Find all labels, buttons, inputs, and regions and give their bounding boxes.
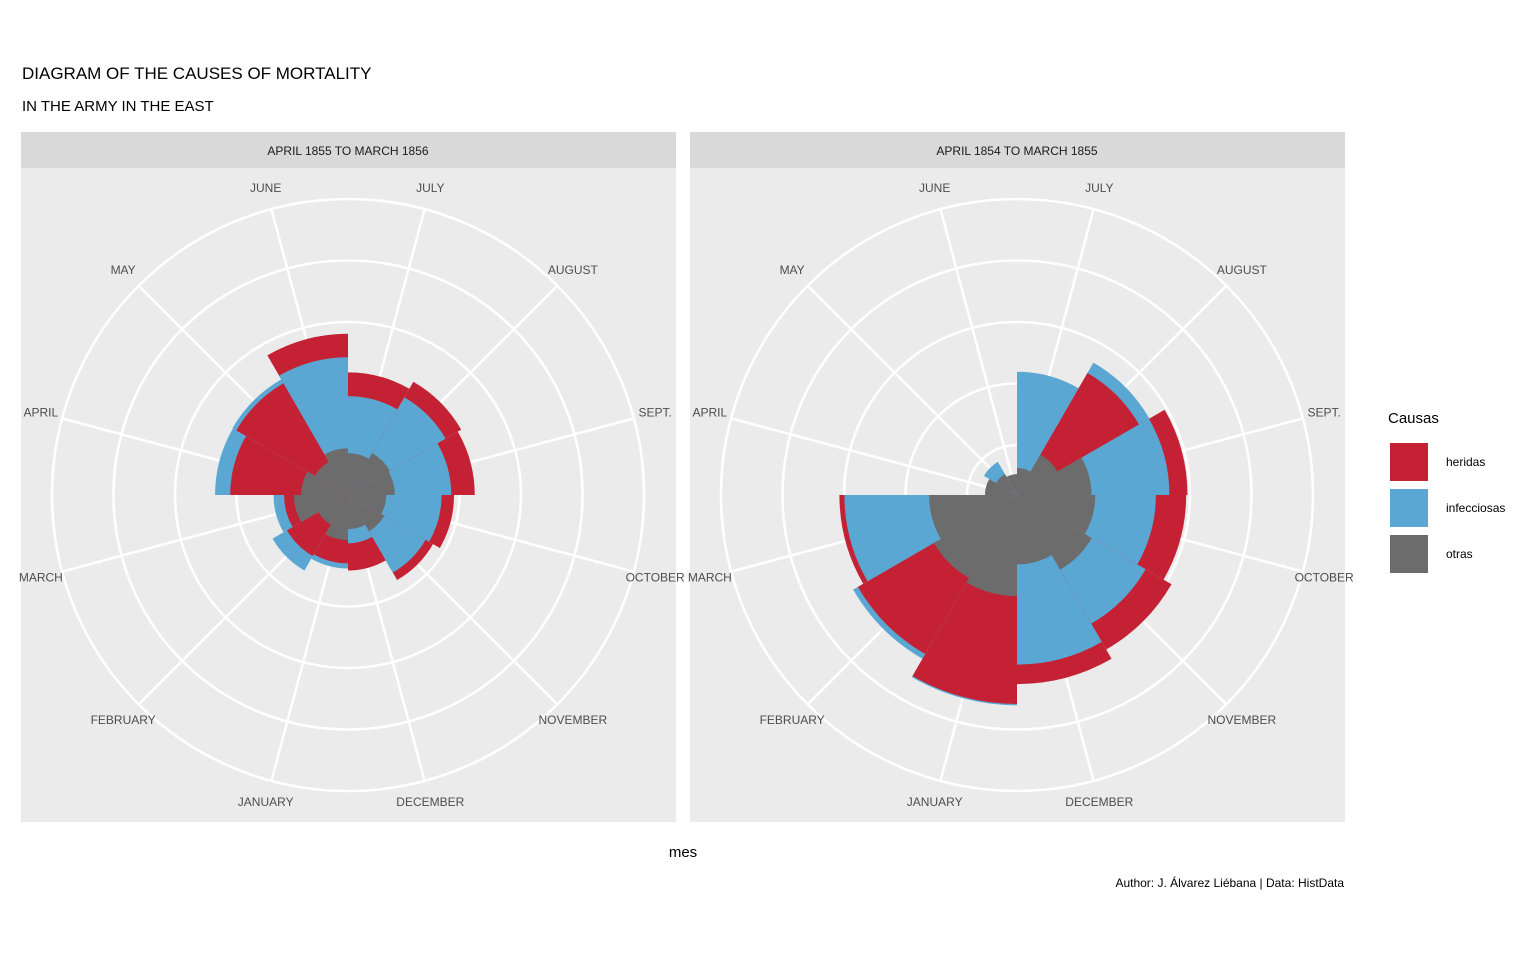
wedge-otras xyxy=(348,471,395,495)
month-label: AUGUST xyxy=(548,263,599,277)
grid-ring xyxy=(50,197,646,793)
wedge-infecciosas xyxy=(1017,371,1079,495)
legend-title: Causas xyxy=(1388,410,1439,427)
legend-label-heridas: heridas xyxy=(1446,455,1486,469)
month-label: MAY xyxy=(780,263,805,277)
facet-strip xyxy=(690,132,1345,168)
grid-ring xyxy=(112,259,584,731)
caption: Author: J. Álvarez Liébana | Data: HistD… xyxy=(1115,876,1344,890)
grid-ring xyxy=(173,320,523,670)
wedge-otras xyxy=(293,495,348,523)
legend-item-otras: otras xyxy=(1388,531,1505,577)
facet-strip-label: APRIL 1854 TO MARCH 1855 xyxy=(936,144,1098,158)
legend-item-infecciosas: infecciosas xyxy=(1388,485,1505,531)
wedge-otras xyxy=(966,495,1017,597)
chart-subtitle: IN THE ARMY IN THE EAST xyxy=(22,98,214,115)
legend-item-heridas: heridas xyxy=(1388,439,1505,485)
wedge-otras xyxy=(996,474,1017,495)
month-label: DECEMBER xyxy=(396,795,464,809)
month-label: JULY xyxy=(416,181,444,195)
grid-spoke xyxy=(730,417,1018,497)
grid-spoke xyxy=(806,284,1018,496)
month-label: JUNE xyxy=(250,181,281,195)
legend: Causas heridas infecciosas otras xyxy=(1388,410,1505,577)
month-label: MAY xyxy=(111,263,136,277)
month-label: OCTOBER xyxy=(626,570,685,584)
month-label: NOVEMBER xyxy=(539,713,608,727)
panel-1: APRIL 1855 TO MARCH 1856 JULY AUGUST SEPT. O… xyxy=(19,132,685,822)
month-label: APRIL xyxy=(23,406,58,420)
month-label: SEPT. xyxy=(1307,406,1340,420)
wedge-otras xyxy=(1006,474,1017,495)
wedge-otras xyxy=(1017,495,1092,570)
month-label: MARCH xyxy=(688,570,732,584)
wedge-otras xyxy=(1017,457,1092,495)
wedge-otras xyxy=(1017,495,1096,535)
month-label: AUGUST xyxy=(1217,263,1268,277)
wedge-otras xyxy=(325,495,348,541)
facet-strip-label: APRIL 1855 TO MARCH 1856 xyxy=(267,144,429,158)
month-label: SEPT. xyxy=(638,406,671,420)
x-axis-label: mes xyxy=(668,844,698,861)
month-label: DECEMBER xyxy=(1065,795,1133,809)
legend-swatch-infecciosas xyxy=(1388,487,1430,529)
month-label: FEBRUARY xyxy=(760,713,825,727)
wedge-otras xyxy=(348,495,385,532)
panel-2: APRIL 1854 TO MARCH 1855 JULY AUGUST SEPT. O… xyxy=(688,132,1354,822)
grid-spoke xyxy=(939,208,1019,496)
legend-swatch-heridas xyxy=(1388,441,1430,483)
wedge-otras xyxy=(348,453,390,495)
month-label: JANUARY xyxy=(238,795,294,809)
month-label: FEBRUARY xyxy=(91,713,156,727)
wedge-otras xyxy=(348,495,366,530)
month-label: JULY xyxy=(1085,181,1113,195)
wedge-otras xyxy=(318,495,348,525)
wedge-otras xyxy=(985,479,1017,495)
month-label: NOVEMBER xyxy=(1208,713,1277,727)
wedge-otras xyxy=(301,471,348,495)
month-label: OCTOBER xyxy=(1295,570,1354,584)
wedge-otras xyxy=(314,461,348,495)
month-label: MARCH xyxy=(19,570,63,584)
legend-swatch-otras xyxy=(1388,533,1430,575)
wedge-otras xyxy=(1017,454,1058,495)
month-label: JUNE xyxy=(919,181,950,195)
wedge-otras xyxy=(1017,467,1031,495)
month-label: APRIL xyxy=(692,406,727,420)
grid-ring xyxy=(781,259,1253,731)
wedge-otras xyxy=(1017,495,1052,565)
wedge-otras xyxy=(324,448,348,495)
wedge-otras xyxy=(933,495,1017,579)
polar-area-chart: APRIL 1855 TO MARCH 1856 JULY AUGUST SEPT. O… xyxy=(19,132,1354,822)
facet-strip xyxy=(21,132,676,168)
legend-label-infecciosas: infecciosas xyxy=(1446,501,1506,515)
wedge-otras xyxy=(929,495,1017,539)
wedge-otras xyxy=(348,495,387,515)
wedge-otras xyxy=(348,453,369,495)
legend-label-otras: otras xyxy=(1446,547,1473,561)
chart-title: DIAGRAM OF THE CAUSES OF MORTALITY xyxy=(22,64,372,83)
month-label: JANUARY xyxy=(907,795,963,809)
wedge-heridas xyxy=(236,383,348,495)
grid-ring xyxy=(719,197,1315,793)
